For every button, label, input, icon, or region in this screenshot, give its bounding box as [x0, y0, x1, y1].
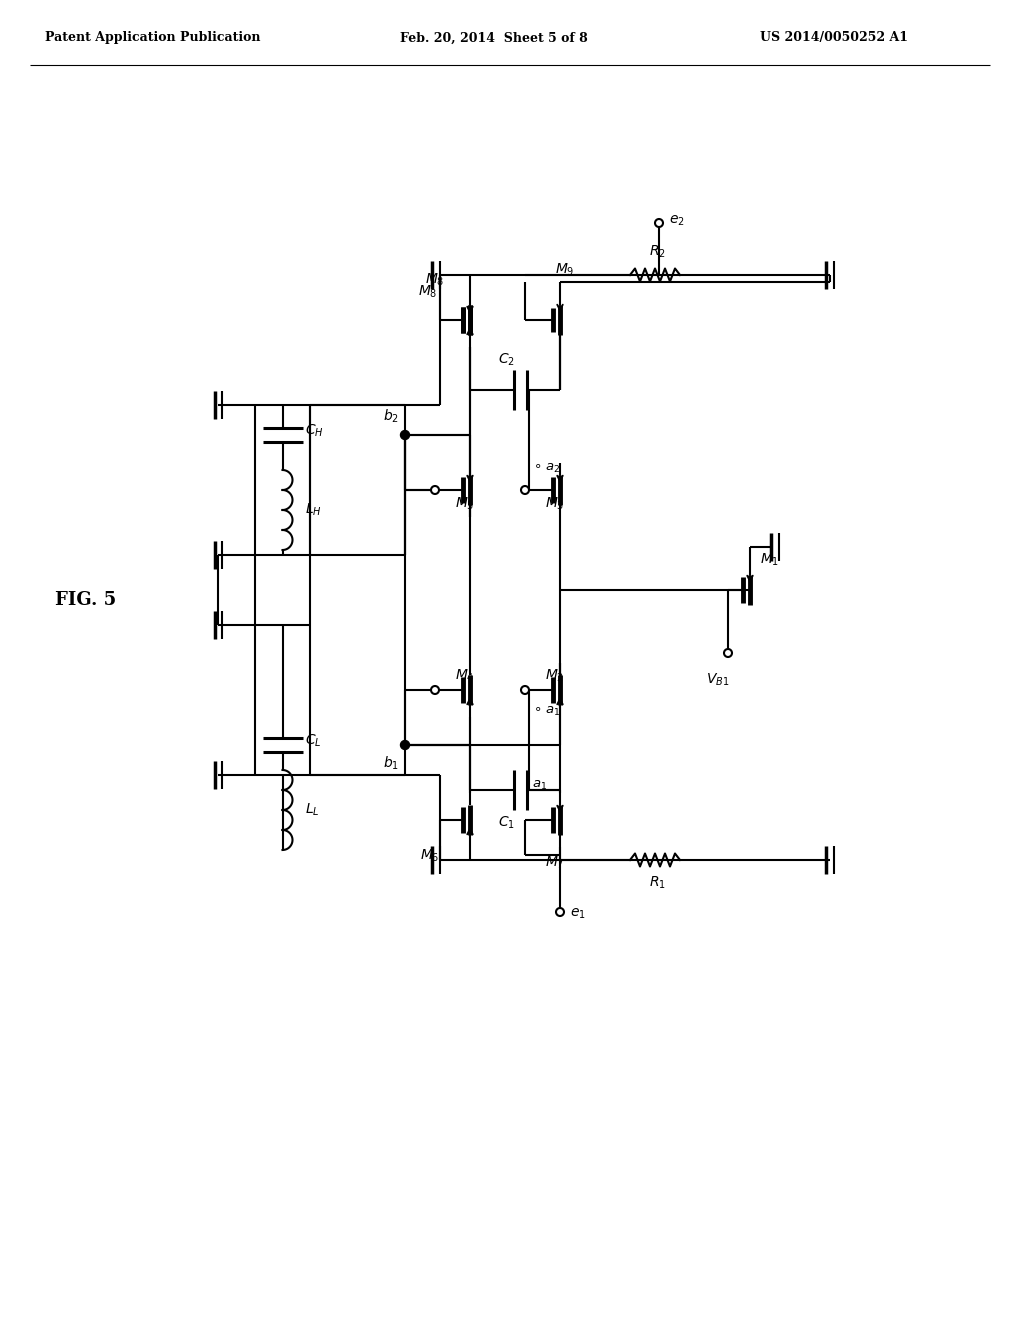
Circle shape: [431, 486, 439, 494]
Text: $L_L$: $L_L$: [304, 801, 319, 818]
Text: $M_4$: $M_4$: [456, 668, 475, 684]
Text: $M_8$: $M_8$: [418, 284, 437, 300]
Text: $M_8$: $M_8$: [425, 272, 444, 288]
Circle shape: [556, 908, 564, 916]
Text: FIG. 5: FIG. 5: [55, 591, 117, 609]
Text: $M_3$: $M_3$: [546, 496, 564, 512]
Text: $C_L$: $C_L$: [304, 733, 322, 750]
Text: $C_1$: $C_1$: [498, 814, 515, 832]
Text: $R_1$: $R_1$: [648, 875, 666, 891]
Circle shape: [724, 649, 732, 657]
Text: $M_2$: $M_2$: [546, 668, 564, 684]
Text: Feb. 20, 2014  Sheet 5 of 8: Feb. 20, 2014 Sheet 5 of 8: [400, 32, 588, 45]
Text: $\circ\ a_1$: $\circ\ a_1$: [534, 705, 561, 718]
Text: $C_2$: $C_2$: [498, 351, 515, 368]
Text: $\circ\ a_2$: $\circ\ a_2$: [534, 462, 560, 475]
Text: $M_5$: $M_5$: [456, 496, 475, 512]
Text: $a_1$: $a_1$: [532, 779, 547, 792]
Text: $V_{B1}$: $V_{B1}$: [707, 672, 730, 689]
Text: $C_H$: $C_H$: [304, 422, 324, 440]
Text: $b_2$: $b_2$: [383, 408, 399, 425]
Text: $L_H$: $L_H$: [304, 502, 322, 519]
Text: $b_1$: $b_1$: [383, 755, 399, 772]
Text: $M_1$: $M_1$: [760, 552, 779, 568]
Circle shape: [400, 430, 410, 440]
Text: $M_9$: $M_9$: [555, 261, 574, 279]
Circle shape: [521, 486, 529, 494]
Text: $R_2$: $R_2$: [648, 244, 666, 260]
Text: US 2014/0050252 A1: US 2014/0050252 A1: [760, 32, 908, 45]
Circle shape: [400, 741, 410, 750]
Text: $e_2$: $e_2$: [669, 214, 685, 228]
Text: $M_7$: $M_7$: [546, 855, 564, 871]
Circle shape: [431, 686, 439, 694]
Text: $M_6$: $M_6$: [420, 847, 439, 865]
Circle shape: [521, 686, 529, 694]
Text: Patent Application Publication: Patent Application Publication: [45, 32, 260, 45]
Circle shape: [655, 219, 663, 227]
Text: $e_1$: $e_1$: [570, 907, 586, 921]
